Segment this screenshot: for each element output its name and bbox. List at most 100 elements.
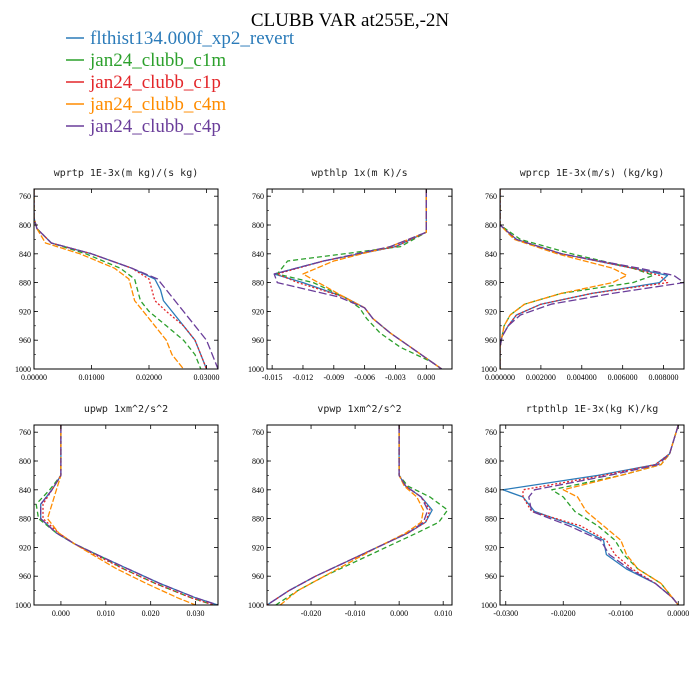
x-tick-label: -0.020 [301, 609, 322, 618]
x-tick-label: -0.015 [262, 373, 283, 382]
y-tick-label: 920 [252, 543, 264, 552]
y-tick-label: 880 [252, 279, 264, 288]
x-tick-label: -0.0100 [608, 609, 633, 618]
series-line [267, 425, 433, 605]
series-line [276, 189, 443, 369]
y-tick-label: 800 [252, 221, 264, 230]
series-line [302, 189, 443, 369]
series-line [34, 189, 208, 369]
x-tick-label: 0.010 [97, 609, 115, 618]
plot-frame [33, 424, 219, 606]
series-line [500, 189, 628, 369]
series-group [502, 425, 679, 605]
y-tick-label: 960 [485, 572, 497, 581]
y-tick-label: 1000 [481, 365, 497, 374]
y-tick-label: 840 [485, 250, 497, 259]
panel-title: wpthlp 1x(m K)/s [311, 168, 407, 179]
x-tick-label: -0.003 [385, 373, 406, 382]
y-tick-label: 800 [19, 221, 31, 230]
x-tick-label: 0.006000 [608, 373, 638, 382]
legend: flthist134.000f_xp2_revertjan24_clubb_c1… [66, 28, 295, 137]
plot-frame [266, 188, 453, 370]
y-tick-label: 800 [485, 221, 497, 230]
y-tick-label: 920 [485, 307, 497, 316]
y-tick-label: 760 [252, 192, 264, 201]
x-tick-label: -0.010 [345, 609, 366, 618]
y-tick-label: 1000 [248, 365, 264, 374]
x-tick-label: 0.000 [52, 609, 70, 618]
y-tick-label: 760 [485, 428, 497, 437]
y-tick-label: 760 [19, 428, 31, 437]
y-tick-label: 1000 [15, 601, 31, 610]
y-tick-label: 960 [252, 336, 264, 345]
y-tick-label: 1000 [481, 601, 497, 610]
series-group [273, 189, 443, 369]
series-line [551, 425, 679, 605]
legend-label: jan24_clubb_c1p [89, 72, 221, 93]
x-tick-label: 0.00000 [21, 373, 47, 382]
plot-frame [266, 424, 453, 606]
y-tick-label: 760 [485, 192, 497, 201]
y-tick-label: 1000 [248, 601, 264, 610]
x-tick-label: -0.0200 [551, 609, 576, 618]
panel-title: vpwp 1xm^2/s^2 [317, 404, 401, 415]
panel-title: wprtp 1E-3x(m kg)/(s kg) [54, 168, 199, 179]
y-tick-label: 880 [19, 279, 31, 288]
y-tick-label: 920 [19, 307, 31, 316]
panels: wprtp 1E-3x(m kg)/(s kg) 760 800 840 880 920 9… [15, 168, 689, 618]
y-tick-label: 880 [19, 515, 31, 524]
x-tick-label: -0.006 [354, 373, 375, 382]
y-tick-label: 1000 [15, 365, 31, 374]
y-tick-label: 840 [19, 486, 31, 495]
plot-frame [499, 188, 685, 370]
x-tick-label: -0.009 [323, 373, 344, 382]
y-tick-label: 960 [485, 336, 497, 345]
series-group [34, 189, 218, 369]
y-tick-label: 880 [485, 279, 497, 288]
series-line [276, 189, 443, 369]
x-tick-label: 0.03000 [194, 373, 220, 382]
panel-title: wprcp 1E-3x(m/s) (kg/kg) [520, 168, 665, 179]
x-tick-label: 0.002000 [526, 373, 556, 382]
panel: wprtp 1E-3x(m kg)/(s kg) 760 800 840 880 920 9… [15, 168, 220, 382]
y-tick-label: 960 [19, 336, 31, 345]
x-tick-label: 0.030 [187, 609, 205, 618]
series-group [267, 425, 449, 605]
x-tick-label: -0.012 [293, 373, 314, 382]
plot-frame [499, 424, 685, 606]
y-tick-label: 760 [19, 192, 31, 201]
legend-label: jan24_clubb_c1m [89, 50, 226, 71]
series-line [46, 425, 196, 605]
series-line [279, 425, 425, 605]
series-line [40, 425, 218, 605]
y-tick-label: 920 [485, 543, 497, 552]
x-tick-label: 0.0000 [667, 609, 689, 618]
series-line [34, 189, 185, 369]
plot-frame [33, 188, 219, 370]
figure-title: CLUBB VAR at255E,-2N [251, 10, 450, 31]
y-tick-label: 840 [252, 250, 264, 259]
x-tick-label: 0.000 [390, 609, 408, 618]
panel: upwp 1xm^2/s^2 760 800 840 880 920 960 1000 0.00… [15, 404, 219, 618]
y-tick-label: 760 [252, 428, 264, 437]
x-tick-label: 0.000 [417, 373, 435, 382]
series-line [500, 189, 669, 369]
x-tick-label: 0.020 [142, 609, 160, 618]
panel: rtpthlp 1E-3x(kg K)/kg 760 800 840 880 920 960… [481, 404, 689, 618]
x-tick-label: 0.000000 [485, 373, 515, 382]
series-line [273, 189, 443, 369]
legend-label: flthist134.000f_xp2_revert [90, 28, 295, 49]
series-line [40, 425, 218, 605]
panel: wprcp 1E-3x(m/s) (kg/kg) 760 800 840 880 920 9… [481, 168, 685, 382]
x-tick-label: 0.010 [434, 609, 452, 618]
legend-label: jan24_clubb_c4p [89, 116, 221, 137]
y-tick-label: 800 [19, 457, 31, 466]
series-line [267, 425, 431, 605]
legend-label: jan24_clubb_c4m [89, 94, 226, 115]
x-tick-label: -0.0300 [493, 609, 518, 618]
series-line [35, 425, 214, 605]
series-line [562, 425, 679, 605]
y-tick-label: 880 [485, 515, 497, 524]
y-tick-label: 840 [485, 486, 497, 495]
